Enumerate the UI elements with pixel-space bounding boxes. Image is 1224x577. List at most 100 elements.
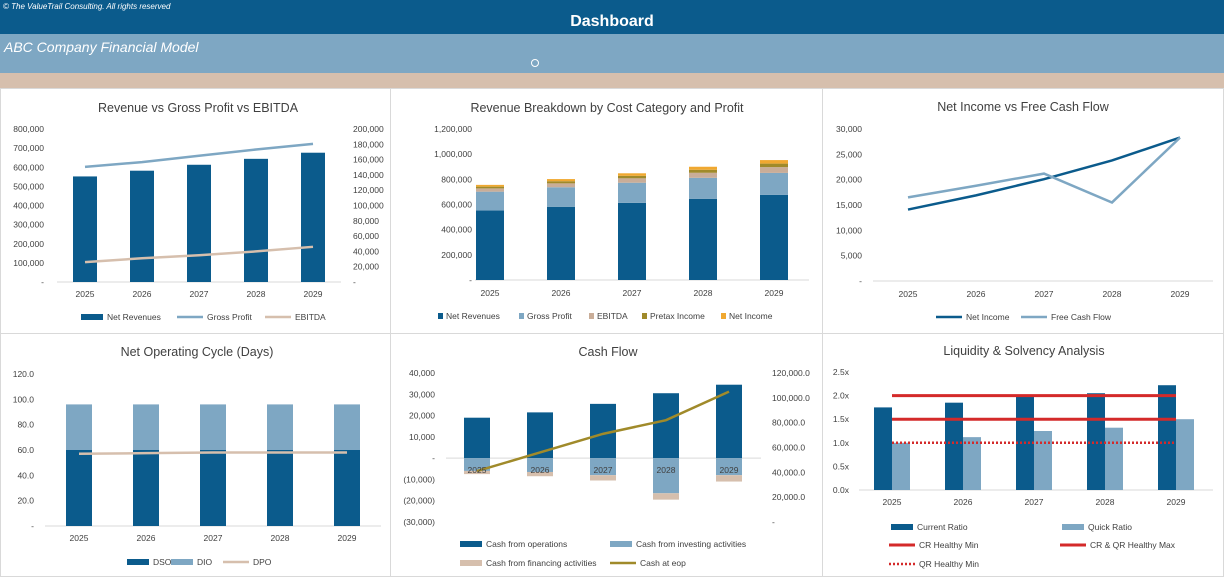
y-tick-label: 100,000	[353, 201, 384, 211]
bar-cash-investing	[716, 458, 742, 476]
bar-net-revenues	[244, 158, 268, 282]
bar-current-ratio	[874, 407, 892, 490]
x-tick-label: 2029	[338, 533, 357, 543]
p-breakdown-svg: Revenue Breakdown by Cost Category and P…	[434, 101, 809, 321]
y-tick-label: 700,000	[13, 143, 44, 153]
x-tick-label: 2027	[190, 289, 209, 299]
legend-swatch	[642, 313, 647, 319]
legend-label: Pretax Income	[650, 311, 705, 321]
chart-title: Revenue Breakdown by Cost Category and P…	[470, 101, 744, 115]
resize-handle-icon[interactable]	[531, 59, 539, 67]
bar-net-revenues	[187, 164, 211, 282]
y-tick-label: 500,000	[13, 181, 44, 191]
p-liq-svg: Liquidity & Solvency Analysis 0.0x 0.5x 1.0…	[833, 344, 1213, 569]
y-tick-label: 20,000	[836, 175, 862, 185]
bar-cash-financing	[590, 475, 616, 481]
bar-cash-financing	[464, 470, 490, 475]
legend-label: Current Ratio	[917, 522, 968, 532]
chart-title: Revenue vs Gross Profit vs EBITDA	[98, 101, 299, 115]
bar-segment-net-income	[547, 179, 575, 182]
x-tick-label: 2025	[76, 289, 95, 299]
y-tick-label: 600,000	[13, 162, 44, 172]
y-tick-label: 140,000	[353, 170, 384, 180]
chart-net-operating-cycle[interactable]: Net Operating Cycle (Days) - 20.0 40.0 60.0 8…	[0, 333, 391, 577]
bar-current-ratio	[945, 402, 963, 490]
bar-dso	[334, 450, 360, 526]
bar-segment-pretax-income	[689, 169, 717, 173]
legend-swatch	[589, 313, 594, 319]
y-tick-label: 800,000	[441, 174, 472, 184]
x-tick-label: 2025	[70, 533, 89, 543]
p-cash-svg: Cash Flow (30,000) (20,000) (10,000) - 10,000…	[403, 345, 810, 568]
legend-swatch	[127, 559, 149, 565]
legend-swatch	[519, 313, 524, 319]
y-tick-label: (20,000)	[403, 496, 435, 506]
bar-segment-ebitda	[760, 167, 788, 173]
chart-revenue-breakdown[interactable]: Revenue Breakdown by Cost Category and P…	[390, 88, 823, 334]
legend-label: Gross Profit	[527, 311, 573, 321]
bar-quick-ratio	[1034, 431, 1052, 490]
bar-cash-operations	[716, 384, 742, 459]
bar-net-revenues	[73, 176, 97, 282]
y-tick-label: -	[41, 277, 44, 287]
bar-segment-net-revenues	[760, 194, 788, 280]
y-tick-label: 100,000	[13, 258, 44, 268]
bar-quick-ratio	[1176, 419, 1194, 490]
bar-segment-ebitda	[547, 183, 575, 188]
chart-net-income-fcf[interactable]: Net Income vs Free Cash Flow - 5,000 10,000…	[822, 88, 1224, 334]
x-tick-label: 2026	[133, 289, 152, 299]
y-tick-label: 20.0	[17, 496, 34, 506]
chart-liquidity-solvency[interactable]: Liquidity & Solvency Analysis 0.0x 0.5x 1.0…	[822, 333, 1224, 577]
bar-segment-ebitda	[618, 178, 646, 183]
y-tick-label: 80,000.0	[772, 418, 805, 428]
legend-swatch	[438, 313, 443, 319]
y-tick-label: 100.0	[13, 394, 35, 404]
legend-swatch	[171, 559, 193, 565]
x-tick-label: 2029	[720, 465, 739, 475]
chart-revenue-gp-ebitda[interactable]: Revenue vs Gross Profit vs EBITDA - 100,00…	[0, 88, 391, 334]
bar-cash-investing	[527, 458, 553, 472]
y-tick-label: -	[353, 277, 356, 287]
bar-segment-ebitda	[476, 188, 504, 192]
bar-current-ratio	[1158, 385, 1176, 490]
y-tick-label: 60.0	[17, 445, 34, 455]
bar-quick-ratio	[892, 442, 910, 490]
line-ebitda	[84, 245, 314, 264]
p-cycle-svg: Net Operating Cycle (Days) - 20.0 40.0 60.0 8…	[13, 345, 381, 567]
y-tick-label: 1.0x	[833, 438, 850, 448]
x-tick-label: 2026	[954, 497, 973, 507]
chart-cash-flow[interactable]: Cash Flow (30,000) (20,000) (10,000) - 10,000…	[390, 333, 823, 577]
legend-label: Cash from operations	[486, 539, 567, 549]
x-tick-label: 2028	[247, 289, 266, 299]
legend-label: Net Income	[729, 311, 773, 321]
bar-segment-pretax-income	[476, 186, 504, 189]
y-tick-label: 120,000.0	[772, 368, 810, 378]
x-tick-label: 2026	[137, 533, 156, 543]
y-tick-label: 400,000	[441, 225, 472, 235]
bar-cash-financing	[716, 475, 742, 482]
bar-dio	[267, 404, 293, 450]
y-tick-label: 0.5x	[833, 461, 850, 471]
bar-segment-net-income	[476, 184, 504, 187]
y-tick-label: 300,000	[13, 220, 44, 230]
bar-segment-gross-profit	[760, 172, 788, 195]
legend-swatch	[81, 314, 103, 320]
bar-segment-pretax-income	[547, 181, 575, 184]
bar-cash-operations	[464, 417, 490, 459]
chart-title: Net Operating Cycle (Days)	[121, 345, 274, 359]
y-tick-label: 1,200,000	[434, 124, 472, 134]
bar-segment-gross-profit	[618, 182, 646, 203]
bar-dio	[133, 404, 159, 450]
bar-quick-ratio	[1105, 427, 1123, 490]
x-tick-label: 2025	[468, 465, 487, 475]
bar-segment-net-revenues	[618, 202, 646, 280]
y-tick-label: -	[859, 276, 862, 286]
y-tick-label: 60,000.0	[772, 443, 805, 453]
line-dpo	[78, 451, 347, 456]
line-cash-eop	[476, 390, 730, 473]
x-tick-label: 2025	[883, 497, 902, 507]
legend-swatch	[460, 560, 482, 566]
x-tick-label: 2028	[694, 288, 713, 298]
y-tick-label: 200,000	[353, 124, 384, 134]
bar-segment-pretax-income	[760, 163, 788, 168]
